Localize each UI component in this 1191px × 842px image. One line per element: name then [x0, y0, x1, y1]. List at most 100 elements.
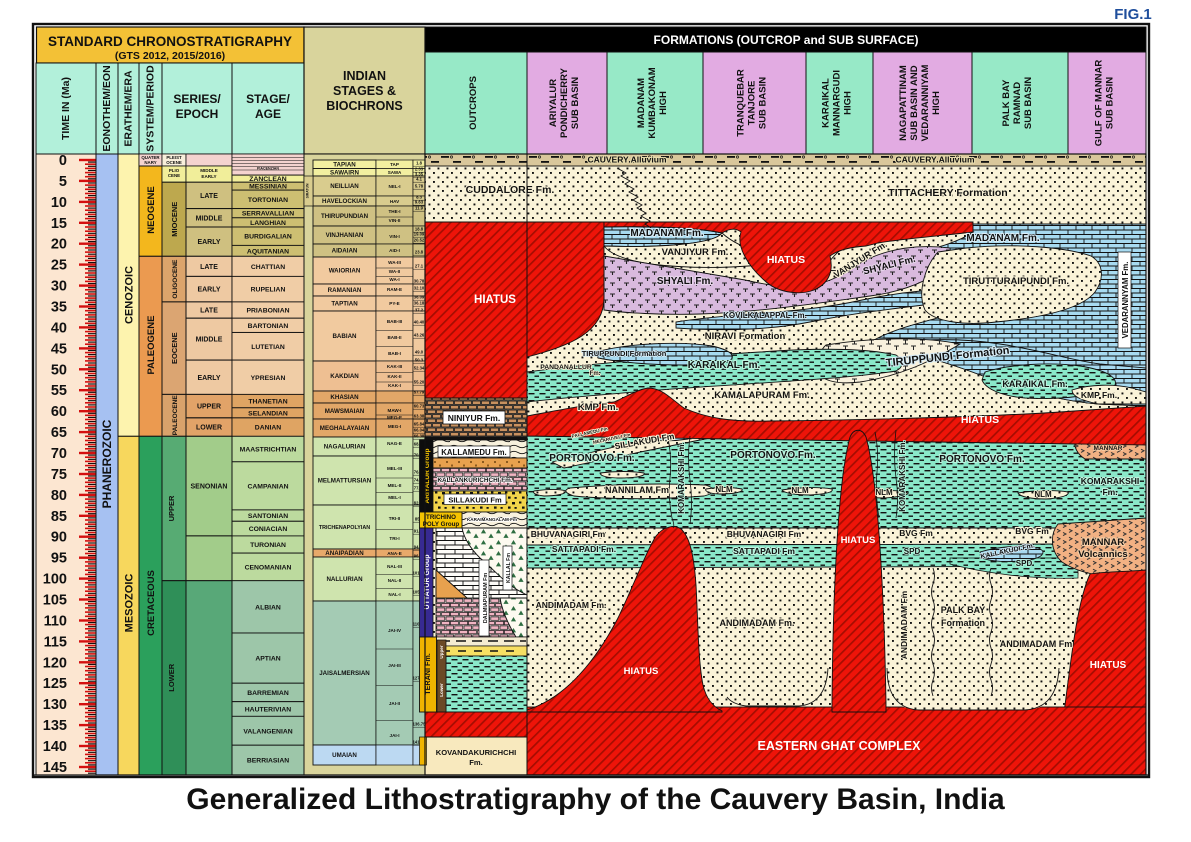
- svg-text:NLM: NLM: [1034, 490, 1052, 499]
- svg-text:UPPER: UPPER: [197, 404, 221, 411]
- svg-text:AQUITANIAN: AQUITANIAN: [247, 248, 289, 255]
- svg-text:ANDIMADAM Fm.: ANDIMADAM Fm.: [536, 600, 607, 610]
- svg-text:MEG-I: MEG-I: [388, 424, 401, 429]
- svg-text:PHANEROZOIC: PHANEROZOIC: [100, 419, 114, 508]
- svg-text:LATE: LATE: [200, 264, 218, 271]
- svg-text:70: 70: [51, 446, 67, 462]
- svg-text:4.1: 4.1: [416, 177, 422, 182]
- svg-text:ANDIMADAM Fm: ANDIMADAM Fm: [899, 590, 909, 659]
- svg-text:AIDAIAN: AIDAIAN: [332, 248, 358, 255]
- svg-text:KARAIKAL Fm.: KARAIKAL Fm.: [688, 360, 761, 371]
- svg-text:HIATUS: HIATUS: [767, 254, 805, 266]
- svg-text:NLM: NLM: [875, 488, 893, 497]
- svg-text:GULF OF MANNAR: GULF OF MANNAR: [1094, 60, 1105, 147]
- svg-text:PY-E: PY-E: [389, 301, 399, 306]
- svg-text:EARLY: EARLY: [197, 239, 220, 246]
- svg-text:52.34: 52.34: [414, 366, 425, 371]
- svg-text:KOMARAKSHI Fm.: KOMARAKSHI Fm.: [898, 440, 907, 512]
- svg-text:LATE: LATE: [200, 193, 218, 200]
- svg-text:VALANGENIAN: VALANGENIAN: [243, 728, 292, 735]
- svg-text:20: 20: [51, 237, 67, 253]
- svg-text:2.33: 2.33: [415, 167, 424, 172]
- svg-text:8.3: 8.3: [416, 195, 422, 200]
- svg-text:95: 95: [51, 551, 67, 567]
- svg-text:TIRUTTURAIPUNDI Fm.: TIRUTTURAIPUNDI Fm.: [963, 276, 1069, 287]
- svg-text:KOVANDAKURICHCHI: KOVANDAKURICHCHI: [436, 748, 516, 757]
- svg-text:SYSTEM/PERIOD: SYSTEM/PERIOD: [145, 65, 157, 152]
- svg-text:PORTONOVO Fm.: PORTONOVO Fm.: [939, 454, 1025, 465]
- svg-text:LATE: LATE: [200, 308, 218, 315]
- svg-text:HIATUS: HIATUS: [961, 414, 999, 426]
- svg-text:KAK-II: KAK-II: [387, 374, 401, 379]
- svg-text:SUB BASIN AND: SUB BASIN AND: [909, 65, 920, 140]
- svg-text:NAG-E: NAG-E: [387, 441, 402, 446]
- svg-text:RAM-E: RAM-E: [387, 287, 402, 292]
- svg-text:49.0: 49.0: [415, 350, 424, 355]
- svg-text:HAVELOCKIAN: HAVELOCKIAN: [322, 198, 367, 205]
- svg-text:NIRAVI Formation: NIRAVI Formation: [705, 331, 786, 342]
- svg-text:LOWER: LOWER: [196, 425, 222, 432]
- svg-text:0: 0: [59, 153, 67, 169]
- svg-text:1.8: 1.8: [416, 161, 422, 166]
- svg-text:(GTS 2012, 2015/2016): (GTS 2012, 2015/2016): [115, 50, 225, 62]
- svg-text:BARTONIAN: BARTONIAN: [248, 323, 289, 330]
- svg-text:PLIO: PLIO: [169, 168, 180, 173]
- svg-text:NAL-III: NAL-III: [387, 564, 402, 569]
- svg-text:MEL-I: MEL-I: [388, 495, 401, 500]
- svg-text:EARLY: EARLY: [201, 174, 216, 179]
- svg-text:40.40: 40.40: [414, 320, 425, 325]
- svg-text:THANETIAN: THANETIAN: [248, 399, 287, 406]
- svg-text:KARAIKAL Fm.: KARAIKAL Fm.: [1002, 379, 1067, 389]
- svg-text:TRICHENAPOLYIAN: TRICHENAPOLYIAN: [319, 525, 370, 531]
- svg-text:TRI-I: TRI-I: [389, 536, 399, 541]
- svg-text:KOMARAKSHI Fm.: KOMARAKSHI Fm.: [677, 442, 686, 514]
- svg-text:NLM: NLM: [791, 486, 809, 495]
- svg-text:MANNAR: MANNAR: [1094, 445, 1123, 452]
- svg-text:TORTONIAN: TORTONIAN: [248, 197, 288, 204]
- svg-text:27.1: 27.1: [415, 264, 424, 269]
- svg-text:30: 30: [51, 279, 67, 295]
- svg-text:HIGH: HIGH: [931, 91, 942, 115]
- svg-text:SUB BASIN: SUB BASIN: [1023, 77, 1034, 129]
- svg-text:19.09: 19.09: [414, 232, 425, 237]
- svg-text:SUB BASIN: SUB BASIN: [758, 77, 769, 129]
- svg-text:MAASTRICHTIAN: MAASTRICHTIAN: [240, 447, 297, 454]
- svg-text:YPRESIAN: YPRESIAN: [251, 375, 286, 382]
- svg-text:36.09: 36.09: [414, 295, 425, 300]
- svg-text:MAWSMAIAN: MAWSMAIAN: [325, 408, 365, 415]
- svg-text:CAMPANIAN: CAMPANIAN: [247, 483, 288, 490]
- svg-text:SATTAPADI Fm.: SATTAPADI Fm.: [552, 544, 616, 554]
- svg-text:PANDANALLUR: PANDANALLUR: [540, 364, 592, 371]
- svg-text:5: 5: [59, 174, 67, 190]
- svg-text:STAGE/: STAGE/: [246, 92, 290, 106]
- svg-text:10: 10: [51, 195, 67, 211]
- svg-text:25: 25: [51, 258, 67, 274]
- svg-text:BHUVANAGIRI Fm: BHUVANAGIRI Fm: [727, 529, 802, 539]
- svg-text:32.10: 32.10: [414, 286, 425, 291]
- svg-text:CAUVERY Alluvium: CAUVERY Alluvium: [587, 155, 666, 165]
- svg-text:HIATUS: HIATUS: [1090, 660, 1127, 671]
- svg-text:BVG Fm: BVG Fm: [899, 528, 933, 538]
- svg-text:Formation: Formation: [941, 618, 985, 628]
- svg-text:Fm.: Fm.: [1102, 487, 1117, 497]
- svg-text:UTTATUR Group: UTTATUR Group: [424, 555, 431, 610]
- svg-text:BIOCHRONS: BIOCHRONS: [326, 99, 402, 113]
- svg-text:CENOMANIAN: CENOMANIAN: [245, 564, 292, 571]
- svg-text:CENE: CENE: [168, 173, 180, 178]
- svg-text:BURDIGALIAN: BURDIGALIAN: [244, 234, 292, 241]
- svg-text:DANIAN: DANIAN: [255, 425, 282, 432]
- svg-text:SAWA: SAWA: [388, 170, 402, 175]
- svg-text:3.35: 3.35: [415, 172, 424, 177]
- svg-text:MADANAM Fm.: MADANAM Fm.: [630, 228, 704, 239]
- svg-text:NAL-II: NAL-II: [388, 578, 402, 583]
- svg-text:SHYALI Fm.: SHYALI Fm.: [657, 276, 714, 287]
- svg-text:THE-I: THE-I: [389, 209, 401, 214]
- svg-text:PALK BAY: PALK BAY: [941, 605, 986, 615]
- svg-text:50.3: 50.3: [415, 358, 424, 363]
- svg-text:NAL-I: NAL-I: [388, 592, 400, 597]
- svg-text:PALK BAY: PALK BAY: [1001, 79, 1012, 127]
- svg-text:CUDDALORE Fm.: CUDDALORE Fm.: [466, 184, 555, 196]
- svg-text:BERRIASIAN: BERRIASIAN: [247, 758, 289, 765]
- svg-text:FIG.1: FIG.1: [1114, 6, 1152, 23]
- svg-text:145: 145: [43, 760, 67, 776]
